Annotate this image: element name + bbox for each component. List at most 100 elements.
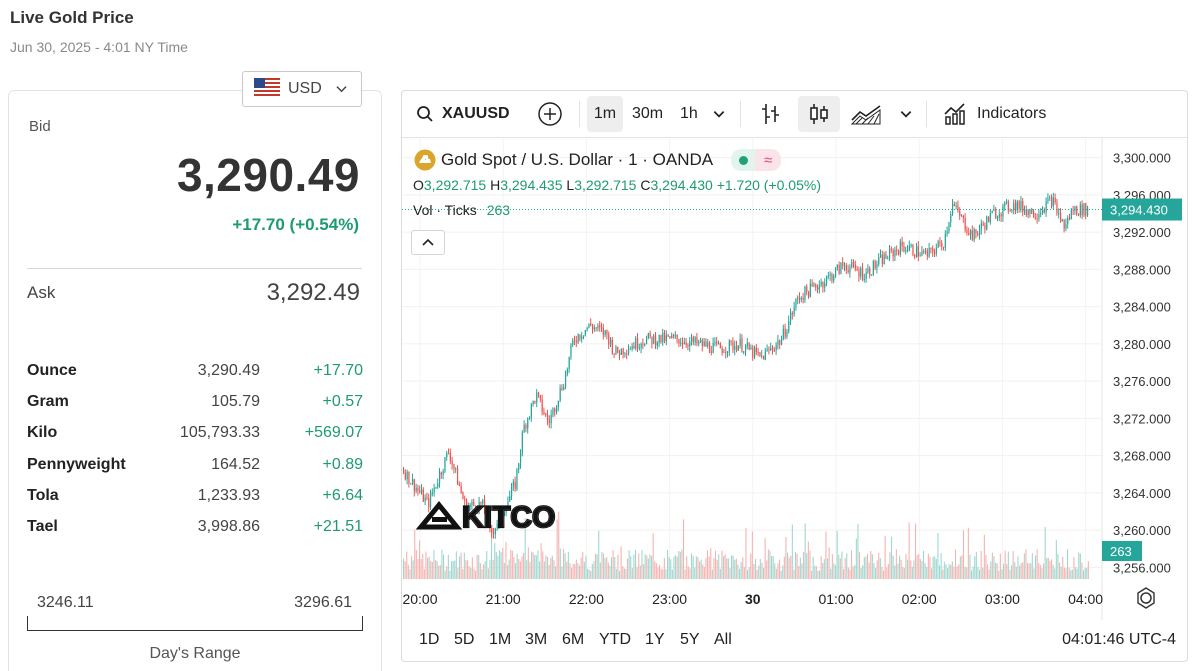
- volume-bar: [574, 564, 576, 579]
- candle-body: [795, 299, 797, 308]
- volume-bar: [547, 557, 549, 579]
- compare-button[interactable]: [537, 96, 563, 132]
- volume-bar: [563, 548, 565, 579]
- interval-1h[interactable]: 1h: [680, 105, 698, 122]
- candle-body: [944, 233, 946, 248]
- volume-bar: [991, 552, 993, 579]
- volume-bar: [862, 565, 864, 579]
- volume-bar: [622, 566, 624, 579]
- symbol-search-button[interactable]: XAUUSD: [416, 96, 510, 132]
- candle-body: [878, 257, 880, 265]
- volume-bar: [783, 556, 785, 579]
- symbol-label: XAUUSD: [442, 105, 510, 122]
- currency-code: USD: [288, 80, 322, 97]
- volume-bar: [961, 555, 963, 579]
- period-6m[interactable]: 6M: [562, 631, 585, 648]
- market-status-badge[interactable]: ≈: [731, 149, 782, 171]
- volume-bar: [796, 553, 798, 579]
- candle-body: [1024, 209, 1026, 212]
- volume-bar: [627, 558, 629, 579]
- volume-bar: [1071, 569, 1073, 579]
- volume-bar: [846, 553, 848, 579]
- candle-body: [449, 452, 451, 462]
- volume-bar: [510, 549, 512, 579]
- volume-bar: [990, 561, 992, 579]
- volume-bar: [878, 552, 880, 579]
- period-1m[interactable]: 1M: [489, 631, 512, 648]
- candles-button[interactable]: [798, 96, 840, 132]
- period-ytd[interactable]: YTD: [599, 631, 631, 648]
- volume-bar: [615, 568, 617, 579]
- volume-bar: [507, 565, 509, 579]
- candle-body: [777, 340, 779, 345]
- candle-body: [525, 424, 527, 429]
- volume-bar: [737, 564, 739, 579]
- candle-body: [986, 216, 988, 230]
- volume-bar: [1003, 563, 1005, 579]
- kitco-logo-icon: [415, 501, 463, 530]
- collapse-legend-button[interactable]: [411, 230, 445, 255]
- area-style-button[interactable]: [850, 96, 882, 132]
- period-1y[interactable]: 1Y: [645, 631, 665, 648]
- period-3m[interactable]: 3M: [525, 631, 548, 648]
- volume-bar: [700, 559, 702, 579]
- candle-body: [772, 347, 774, 350]
- candle-body: [635, 338, 637, 349]
- volume-bar: [459, 556, 461, 579]
- unit-price-table: Ounce 3,290.49 +17.70 Gram 105.79 +0.57 …: [27, 359, 363, 546]
- candle-body: [908, 245, 910, 251]
- volume-bar: [468, 565, 470, 579]
- currency-select[interactable]: USD: [242, 71, 362, 107]
- period-1d[interactable]: 1D: [419, 631, 440, 648]
- candle-body: [1022, 201, 1024, 212]
- interval-dropdown[interactable]: [712, 96, 726, 132]
- volume-bar: [764, 538, 766, 579]
- volume-bar: [899, 555, 901, 579]
- volume-bar: [1079, 553, 1081, 579]
- candle-body: [745, 346, 747, 352]
- candle-body: [844, 265, 846, 267]
- indicators-button[interactable]: Indicators: [943, 96, 1046, 132]
- candle-body: [597, 325, 599, 329]
- period-5y[interactable]: 5Y: [680, 631, 700, 648]
- interval-1m[interactable]: 1m: [587, 96, 623, 132]
- candle-body: [671, 335, 673, 338]
- candle-body: [566, 369, 568, 374]
- day-range-bar: [27, 616, 363, 631]
- volume-bar: [542, 551, 544, 579]
- candle-body: [610, 339, 612, 345]
- candle-body: [820, 282, 822, 286]
- unit-change: +21.51: [313, 517, 363, 535]
- candle-body: [849, 267, 851, 273]
- candle-body: [539, 395, 541, 399]
- volume-bar: [803, 551, 805, 579]
- candle-body: [804, 286, 806, 300]
- candle-body: [887, 258, 889, 260]
- period-all[interactable]: All: [714, 631, 732, 648]
- candle-body: [1051, 197, 1053, 207]
- candle-body: [410, 483, 412, 485]
- candle-body: [631, 345, 633, 349]
- price-chart[interactable]: 3,300.0003,296.0003,292.0003,288.0003,28…: [402, 138, 1188, 621]
- candle-body: [622, 348, 624, 355]
- candle-body: [925, 250, 927, 252]
- volume-bar: [823, 559, 825, 579]
- volume-bar: [724, 554, 726, 579]
- volume-bar: [841, 551, 843, 579]
- period-5d[interactable]: 5D: [454, 631, 475, 648]
- interval-30m[interactable]: 30m: [632, 105, 664, 122]
- volume-bar: [996, 563, 998, 579]
- volume-bar: [590, 570, 592, 579]
- volume-bar: [817, 570, 819, 579]
- candle-body: [712, 342, 714, 354]
- chart-type-dropdown[interactable]: [899, 96, 913, 132]
- volume-bar: [428, 556, 430, 579]
- candle-body: [433, 488, 435, 493]
- volume-bar: [883, 570, 885, 579]
- candle-body: [975, 229, 977, 234]
- volume-bar: [1027, 563, 1029, 579]
- volume-bar: [801, 563, 803, 579]
- candle-body: [518, 463, 520, 470]
- bar-style-button[interactable]: [760, 96, 782, 132]
- volume-bar: [871, 554, 873, 579]
